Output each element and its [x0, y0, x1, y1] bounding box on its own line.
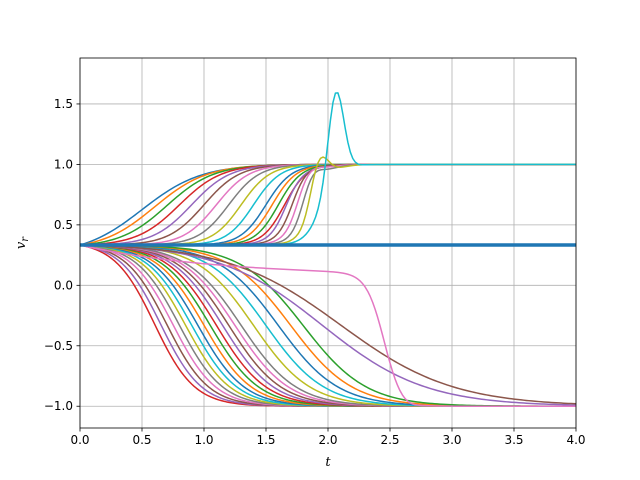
x-tick-label: 3.5 — [504, 433, 523, 447]
x-tick-label: 0.0 — [70, 433, 89, 447]
x-tick-label: 2.5 — [380, 433, 399, 447]
grid — [79, 58, 577, 428]
y-tick-label: 0.5 — [54, 218, 73, 232]
y-tick-label: 0.0 — [54, 278, 73, 292]
x-tick-label: 1.5 — [256, 433, 275, 447]
x-axis-label: t — [325, 455, 331, 470]
x-tick-label: 1.0 — [194, 433, 213, 447]
y-tick-label: −1.0 — [44, 399, 73, 413]
ticks: 0.0 0.5 1.0 1.5 2.0 2.5 3.0 3.5 4.0 −1.0 −0.5 0.0 0.… — [44, 97, 586, 447]
y-axis-label-sub: r — [20, 236, 31, 242]
lower-series-line — [80, 244, 576, 405]
series-group — [80, 92, 576, 407]
x-tick-label: 0.5 — [132, 433, 151, 447]
x-tick-label: 2.0 — [318, 433, 337, 447]
y-tick-label: −0.5 — [44, 339, 73, 353]
y-axis-label: vr — [14, 236, 31, 249]
x-tick-label: 4.0 — [566, 433, 585, 447]
y-tick-label: 1.0 — [54, 157, 73, 171]
lower-series-line — [80, 244, 576, 407]
y-tick-label: 1.5 — [54, 97, 73, 111]
y-axis-label-main: v — [14, 241, 29, 249]
x-tick-label: 3.0 — [442, 433, 461, 447]
